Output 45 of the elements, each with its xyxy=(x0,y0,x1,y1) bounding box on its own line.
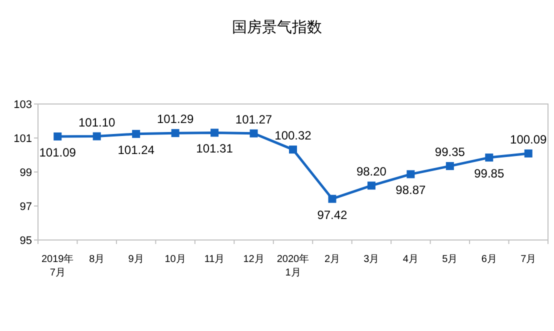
point xyxy=(367,182,376,190)
data-label: 101.24 xyxy=(118,142,155,157)
x-tick-label: 11月 xyxy=(204,254,225,265)
point xyxy=(92,132,101,140)
data-label: 101.09 xyxy=(39,145,76,160)
data-label: 99.35 xyxy=(434,145,466,160)
x-tick-label: 8月 xyxy=(89,254,105,265)
data-label: 98.20 xyxy=(356,164,387,179)
title: 国房景气指数 xyxy=(232,19,322,36)
x-tick-label: 7月 xyxy=(520,254,536,265)
y-tick-label: 103 xyxy=(14,99,32,111)
point xyxy=(171,129,180,138)
x-tick-label: 2020年 1月 xyxy=(276,253,310,278)
y-tick-label: 101 xyxy=(14,133,32,145)
data-label: 100.32 xyxy=(274,128,312,143)
point xyxy=(210,128,219,137)
x-tick-label: 2月 xyxy=(324,254,340,265)
data-label: 99.85 xyxy=(474,166,504,181)
x-tick-label: 12月 xyxy=(243,254,264,265)
point xyxy=(328,194,336,203)
point xyxy=(250,129,258,138)
data-label: 98.87 xyxy=(396,183,426,198)
data-label: 100.09 xyxy=(510,132,548,146)
point xyxy=(132,130,140,138)
x-tick-label: 2019年 7月 xyxy=(41,253,74,278)
point xyxy=(524,149,532,158)
x-tick-label: 4月 xyxy=(402,254,418,265)
point xyxy=(485,154,494,162)
y-tick-label: 97 xyxy=(20,201,32,213)
data-label: 97.42 xyxy=(317,208,348,222)
point xyxy=(54,132,62,140)
x-tick-label: 10月 xyxy=(164,254,186,265)
x-tick-label: 9月 xyxy=(128,254,144,265)
data-label: 101.27 xyxy=(235,112,272,126)
point xyxy=(446,162,454,170)
data-label: 101.10 xyxy=(78,115,116,130)
point xyxy=(289,146,297,154)
y-tick-label: 99 xyxy=(20,167,32,179)
x-tick-label: 5月 xyxy=(442,254,458,265)
x-tick-label: 6月 xyxy=(481,254,497,265)
point xyxy=(406,170,415,178)
x-tick-label: 3月 xyxy=(364,254,380,265)
data-label: 101.29 xyxy=(156,112,194,126)
data-label: 101.31 xyxy=(196,142,234,156)
y-tick-label: 95 xyxy=(20,235,32,247)
